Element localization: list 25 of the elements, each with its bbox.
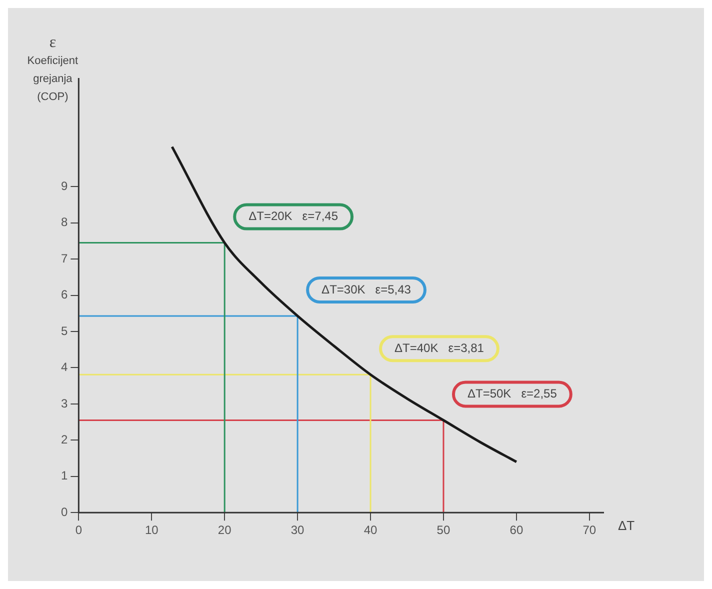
y-axis-title: ε Koeficijent grejanja (COP) [27, 34, 78, 104]
y-tick-label: 5 [60, 324, 68, 338]
x-tick-label: 40 [364, 523, 378, 538]
line-series [170, 146, 518, 464]
x-tick-label: 0 [75, 523, 82, 538]
y-tick-label: 1 [60, 468, 68, 483]
x-tick-label: 30 [290, 523, 305, 538]
x-tick-label: 20 [218, 523, 232, 538]
x-tick-label: 10 [144, 523, 159, 538]
annotation: ΔT=30K ε=5,43 [322, 282, 412, 296]
y-tick-label: 8 [60, 215, 68, 230]
y-tick-label: 4 [60, 360, 68, 374]
y-tick-label: 2 [60, 432, 68, 446]
annotation: ΔT=40K ε=3,81 [394, 340, 484, 355]
y-tick-label: 0 [60, 504, 68, 519]
x-axis-title: ΔT [618, 518, 635, 534]
annotation: ΔT=50K ε=2,55 [467, 386, 558, 401]
x-tick-label: 60 [510, 523, 524, 538]
annotation: ΔT=20K ε=7,45 [248, 209, 338, 224]
y-tick-label: 7 [60, 251, 68, 266]
y-tick-label: 9 [60, 178, 68, 193]
x-tick-label: 70 [582, 523, 596, 538]
y-tick-label: 3 [60, 396, 68, 410]
y-tick-label: 6 [60, 288, 68, 302]
x-tick-label: 50 [436, 523, 450, 538]
